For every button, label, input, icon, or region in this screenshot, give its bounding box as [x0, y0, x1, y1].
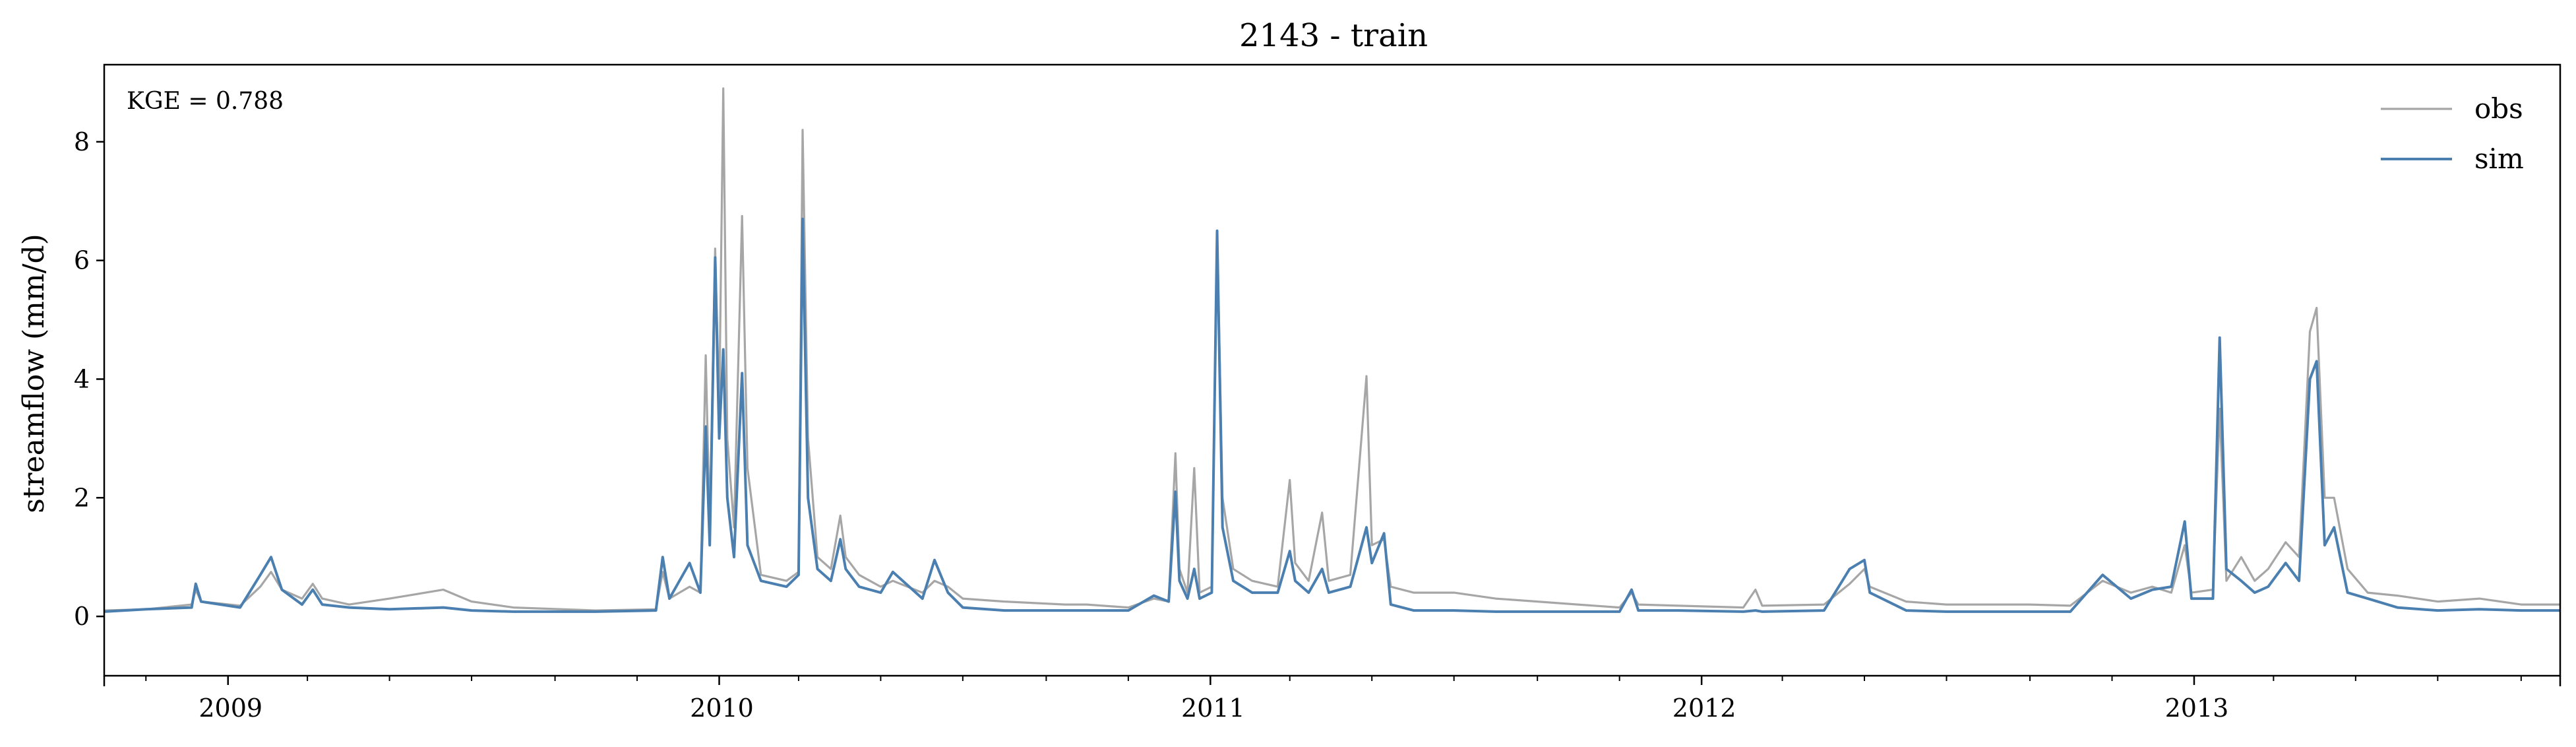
x-tick-label: 2011	[1181, 694, 1245, 723]
kge-annotation: KGE = 0.788	[127, 88, 284, 115]
chart-title: 2143 - train	[1239, 17, 1428, 54]
plot-frame	[103, 63, 2561, 677]
y-axis: 0 2 4 6 8	[74, 127, 104, 631]
y-tick-label: 8	[74, 127, 90, 156]
y-tick-label: 2	[74, 483, 90, 512]
legend-label-obs: obs	[2474, 92, 2523, 125]
x-tick-label: 2012	[1672, 694, 1736, 723]
x-axis: 2009 2010 2011 2012 2013	[103, 676, 2561, 723]
y-axis-label: streamflow (mm/d)	[17, 234, 51, 513]
x-tick-label: 2013	[2165, 694, 2229, 723]
y-tick-label: 0	[74, 602, 90, 631]
legend: obs sim	[2381, 92, 2524, 175]
x-tick-label: 2010	[690, 694, 754, 723]
y-tick-label: 6	[74, 246, 90, 275]
y-tick-label: 4	[74, 364, 90, 393]
series-line-sim	[104, 217, 2560, 613]
series-layer	[104, 87, 2560, 613]
legend-label-sim: sim	[2474, 143, 2524, 175]
x-tick-label: 2009	[199, 694, 262, 723]
